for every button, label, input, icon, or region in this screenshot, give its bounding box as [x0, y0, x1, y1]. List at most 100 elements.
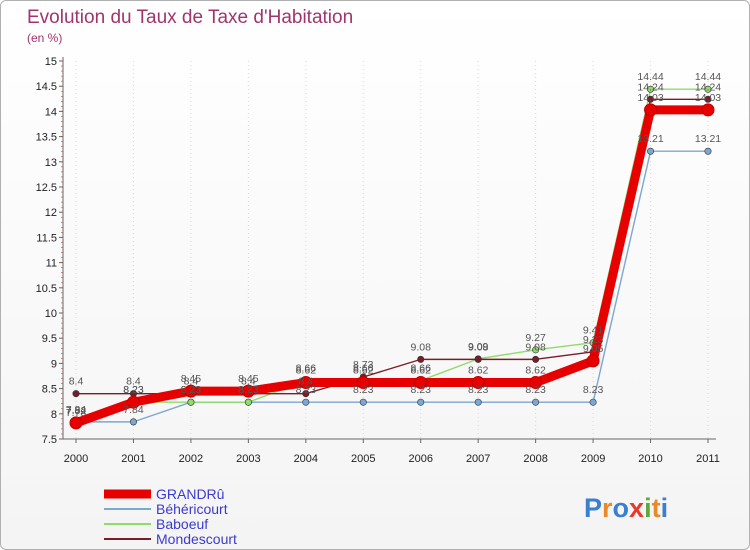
y-tick-label: 7.5 — [42, 434, 57, 446]
series-line-2 — [75, 150, 709, 423]
data-label: 8.73 — [353, 359, 374, 371]
x-tick-label: 2001 — [121, 453, 145, 465]
data-label: 8.23 — [525, 384, 546, 396]
series-point-2 — [704, 147, 712, 155]
data-label: 8.66 — [353, 363, 374, 375]
data-label: 8.23 — [296, 384, 317, 396]
data-label: 14.03 — [695, 92, 721, 104]
data-label: 8.62 — [296, 365, 317, 377]
data-label: 8.23 — [238, 384, 259, 396]
series-point-4 — [647, 95, 655, 103]
series-point-4 — [474, 355, 482, 363]
data-label: 9.08 — [525, 341, 546, 353]
y-tick-label: 10 — [45, 308, 57, 320]
series-point-4 — [532, 355, 540, 363]
logo-letter: i — [644, 493, 652, 523]
data-label: 8.23 — [583, 384, 604, 396]
series-point-1 — [529, 376, 543, 390]
series-point-3 — [647, 85, 655, 93]
data-label: 8.62 — [353, 365, 374, 377]
x-tick-label: 2003 — [236, 453, 260, 465]
x-tick-label: 2006 — [408, 453, 432, 465]
x-tick-label: 2007 — [466, 453, 490, 465]
y-tick-label: 8.5 — [42, 384, 57, 396]
data-label: 14.44 — [637, 71, 663, 83]
proxiti-logo: Proxiti — [584, 493, 668, 523]
series-line-1 — [71, 105, 713, 428]
data-label: 14.44 — [695, 71, 721, 83]
series-point-1 — [299, 376, 313, 390]
data-label: 8.62 — [411, 365, 432, 377]
series-point-3 — [244, 398, 252, 406]
series-point-4 — [72, 390, 80, 398]
chart-unit: (en %) — [27, 31, 63, 45]
x-tick-label: 2011 — [696, 453, 720, 465]
data-label: 8.66 — [296, 363, 317, 375]
series-point-1 — [69, 416, 83, 430]
data-label: 9.08 — [468, 341, 489, 353]
data-label: 9.27 — [525, 332, 546, 344]
x-tick-label: 2008 — [523, 453, 547, 465]
logo-letter: t — [652, 493, 661, 523]
x-tick-label: 2004 — [294, 453, 318, 465]
data-label: 9.08 — [411, 341, 432, 353]
data-label: 8.4 — [241, 376, 256, 388]
series-point-1 — [701, 103, 715, 117]
data-label: 8.4 — [299, 376, 314, 388]
data-label: 7.84 — [123, 404, 144, 416]
data-label: 13.21 — [695, 133, 721, 145]
y-tick-label: 14 — [45, 106, 57, 118]
series-point-4 — [417, 355, 425, 363]
series-point-3 — [532, 346, 540, 354]
series-point-2 — [359, 398, 367, 406]
data-label: 8.23 — [238, 384, 259, 396]
data-label: 7.84 — [66, 404, 87, 416]
data-label: 8.23 — [123, 384, 144, 396]
y-tick-label: 10.5 — [36, 283, 57, 295]
legend-label: Mondescourt — [156, 531, 237, 547]
x-tick-label: 2002 — [179, 453, 203, 465]
y-tick-label: 9 — [51, 358, 57, 370]
data-label: 7.78 — [66, 407, 87, 419]
data-label: 7.82 — [66, 405, 87, 417]
y-tick-label: 12 — [45, 207, 57, 219]
series-point-1 — [586, 354, 600, 368]
series-point-3 — [704, 85, 712, 93]
axes: 7.5 8 8.5 9 9.5 10 10.5 11 11.5 12 12.5 13 13.5 14 14.… — [36, 56, 720, 465]
data-label: 9.23 — [583, 334, 604, 346]
data-label: 9.41 — [583, 325, 604, 337]
data-label: 13.21 — [637, 133, 663, 145]
series-point-1 — [471, 376, 485, 390]
y-tick-label: 8 — [51, 409, 57, 421]
legend-label: Baboeuf — [156, 516, 208, 532]
data-label: 8.62 — [525, 365, 546, 377]
series-line-4 — [75, 98, 709, 395]
y-tick-label: 14.5 — [36, 81, 57, 93]
series-point-1 — [644, 103, 658, 117]
y-tick-label: 11.5 — [36, 232, 57, 244]
series-point-4 — [302, 390, 310, 398]
legend-label: Béhéricourt — [156, 501, 228, 517]
data-label: 9.09 — [468, 341, 489, 353]
data-label: 8.23 — [468, 384, 489, 396]
x-tick-label: 2010 — [638, 453, 662, 465]
series-point-3 — [187, 398, 195, 406]
data-label: 8.45 — [181, 373, 202, 385]
data-label: 8.4 — [126, 376, 141, 388]
data-label: 14.24 — [637, 81, 663, 93]
logo-text: Proxiti — [584, 493, 668, 523]
legend-label: GRANDRû — [156, 486, 224, 502]
data-label: 8.23 — [411, 384, 432, 396]
logo-letter: P — [584, 493, 602, 523]
series-point-1 — [184, 384, 198, 398]
logo-letter: o — [613, 493, 630, 523]
series-point-2 — [532, 398, 540, 406]
data-label: 8.62 — [468, 365, 489, 377]
y-tick-label: 13 — [45, 157, 57, 169]
series-lines — [69, 85, 715, 430]
series-point-2 — [647, 147, 655, 155]
data-label: 8.23 — [353, 384, 374, 396]
logo-letter: x — [629, 493, 644, 523]
x-tick-label: 2000 — [64, 453, 88, 465]
